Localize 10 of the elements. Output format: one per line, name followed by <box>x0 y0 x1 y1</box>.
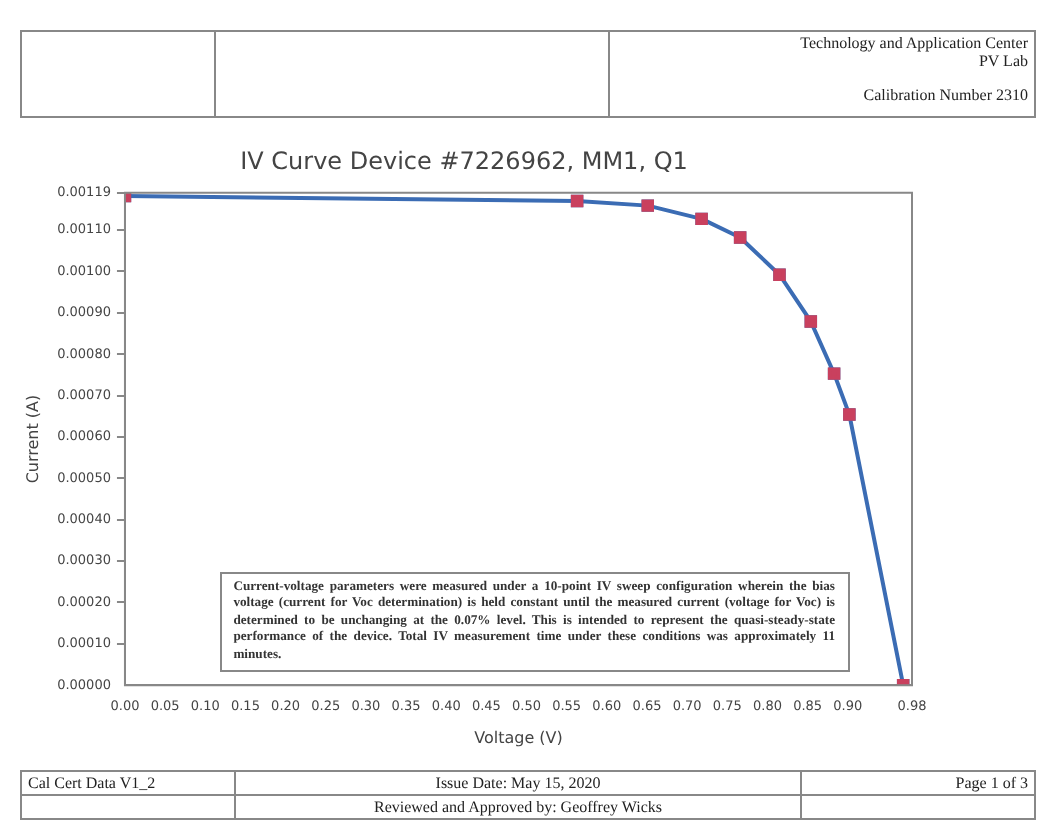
text: Issue Date: May 15, 2020 <box>235 771 801 795</box>
text: Calibration Number 2310 <box>861 86 1028 104</box>
text: Reviewed and Approved by: Geoffrey Wicks <box>235 795 801 819</box>
text: Technology and Application Center <box>798 34 1028 52</box>
y-axis-title: Current (A) <box>23 394 42 484</box>
text: Page 1 of 3 <box>801 771 1035 795</box>
chart-title: IV Curve Device #7226962, MM1, Q1 <box>240 146 688 175</box>
text: Cal Cert Data V1_2 <box>21 771 235 795</box>
x-axis-title: Voltage (V) <box>474 728 563 747</box>
text: PV Lab <box>976 52 1028 70</box>
